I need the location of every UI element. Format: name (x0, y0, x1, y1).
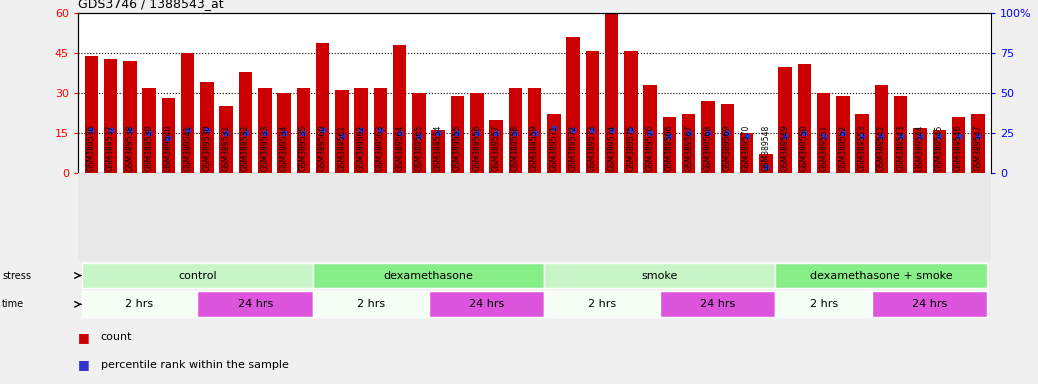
Bar (239, 72, 252, 173)
Bar (605, 13, 619, 173)
Bar (142, 88, 156, 173)
Text: GDS3746 / 1388543_at: GDS3746 / 1388543_at (78, 0, 223, 10)
Text: 24 hrs: 24 hrs (238, 299, 273, 310)
Bar (872, 291, 987, 317)
Bar (585, 51, 599, 173)
Bar (197, 291, 312, 317)
Bar (354, 88, 367, 173)
Bar (972, 114, 985, 173)
Text: 24 hrs: 24 hrs (469, 299, 504, 310)
Text: 2 hrs: 2 hrs (810, 299, 838, 310)
Bar (450, 96, 464, 173)
Bar (200, 83, 214, 173)
Bar (759, 154, 772, 173)
Text: dexamethasone + smoke: dexamethasone + smoke (810, 270, 953, 281)
Bar (277, 93, 291, 173)
Bar (775, 263, 987, 288)
Bar (297, 88, 310, 173)
Bar (740, 133, 754, 173)
Bar (509, 88, 522, 173)
Bar (662, 117, 676, 173)
Bar (335, 91, 349, 173)
Bar (547, 114, 561, 173)
Bar (312, 291, 429, 317)
Bar (875, 85, 889, 173)
Text: ■: ■ (78, 358, 89, 371)
Bar (702, 101, 715, 173)
Bar (624, 51, 637, 173)
Text: 24 hrs: 24 hrs (912, 299, 948, 310)
Bar (84, 56, 98, 173)
Text: smoke: smoke (641, 270, 678, 281)
Bar (429, 291, 544, 317)
Bar (412, 93, 426, 173)
Bar (258, 88, 272, 173)
Text: control: control (177, 270, 217, 281)
Bar (775, 291, 872, 317)
Text: dexamethasone: dexamethasone (384, 270, 473, 281)
Bar (312, 263, 544, 288)
Bar (316, 43, 329, 173)
Bar (797, 64, 811, 173)
Bar (489, 120, 502, 173)
Bar (82, 291, 197, 317)
Bar (544, 291, 660, 317)
Bar (219, 106, 233, 173)
Text: 2 hrs: 2 hrs (588, 299, 617, 310)
Text: count: count (101, 332, 132, 342)
Text: 24 hrs: 24 hrs (700, 299, 735, 310)
Bar (855, 114, 869, 173)
Bar (393, 45, 407, 173)
Bar (817, 93, 830, 173)
Text: time: time (2, 299, 24, 310)
Bar (470, 93, 484, 173)
Bar (894, 96, 907, 173)
Bar (913, 127, 927, 173)
Bar (124, 61, 137, 173)
Bar (162, 98, 175, 173)
Bar (644, 85, 657, 173)
Bar (660, 291, 775, 317)
Bar (778, 66, 792, 173)
Bar (544, 263, 775, 288)
Bar (181, 53, 194, 173)
Text: ■: ■ (78, 331, 89, 344)
Text: stress: stress (2, 270, 31, 281)
Bar (837, 96, 850, 173)
Bar (528, 88, 541, 173)
Bar (932, 130, 946, 173)
Bar (104, 59, 117, 173)
Bar (567, 37, 580, 173)
Text: percentile rank within the sample: percentile rank within the sample (101, 360, 289, 370)
Bar (432, 130, 445, 173)
Text: 2 hrs: 2 hrs (357, 299, 385, 310)
Bar (952, 117, 965, 173)
Bar (374, 88, 387, 173)
Bar (682, 114, 695, 173)
Bar (82, 263, 312, 288)
Bar (720, 104, 734, 173)
Text: 2 hrs: 2 hrs (126, 299, 154, 310)
